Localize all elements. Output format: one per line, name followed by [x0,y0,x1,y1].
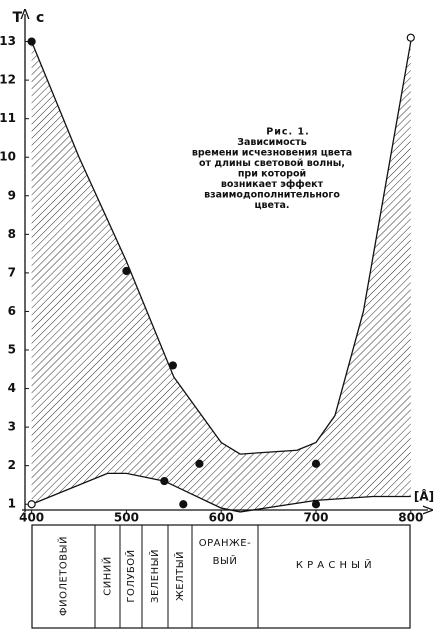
caption-line: возникает эффект [221,179,324,190]
y-axis-label: Т [12,10,22,26]
y-tick-label: 6 [8,304,16,318]
y-tick-label: 3 [8,420,16,434]
caption-line: времени исчезновения цвета [192,148,352,159]
lower-boundary [31,472,411,513]
data-point [122,266,131,276]
y-tick-label: 4 [8,381,16,395]
data-point [195,459,204,468]
x-tick-label: 700 [303,511,328,525]
band-label: ОРАНЖЕ- [199,538,251,549]
data-point [311,500,321,509]
caption-line: при которой [238,169,306,180]
data-point [406,33,415,42]
band-label: ЖЕЛТЫЙ [173,551,186,601]
hatched-region [31,41,411,512]
caption-line: Рис. 1. [266,127,309,138]
y-tick-label: 5 [8,343,16,357]
x-tick-label: 800 [398,511,423,525]
y-tick-label: 11 [0,111,16,125]
data-point [27,37,36,46]
data-point [27,500,36,509]
y-tick-label: 1 [8,497,16,511]
x-tick-label: 500 [114,511,139,525]
caption-line: взаимодополнительного [204,190,340,201]
data-point [160,476,169,486]
band-label: К Р А С Н Ы Й [296,558,372,571]
band-table [31,524,411,629]
band-label: ЗЕЛЕНЫЙ [148,549,161,603]
y-axis-unit: с [36,10,44,26]
band-label: СИНИЙ [101,556,114,595]
y-tick-label: 2 [8,458,16,472]
caption-line: Зависимость [237,137,307,148]
y-tick-label: 12 [0,73,16,87]
caption-line: от длины световой волны, [199,158,345,169]
y-tick-label: 9 [8,188,16,202]
y-tick-label: 13 [0,34,16,48]
band-label: ГОЛУБОЙ [124,549,137,602]
data-point [168,361,177,370]
y-tick-label: 7 [8,265,16,279]
x-axis-label: [Å] [414,489,434,504]
x-tick-label: 400 [19,511,44,525]
data-point [179,500,188,509]
y-tick-label: 10 [0,150,16,164]
band-label: ВЫЙ [213,554,238,567]
upper-boundary [31,41,412,455]
caption-line: цвета. [254,200,289,211]
y-tick-label: 8 [8,227,16,241]
data-point [311,459,321,468]
band-label: ФИОЛЕТОВЫЙ [57,536,70,616]
x-tick-label: 600 [209,511,234,525]
